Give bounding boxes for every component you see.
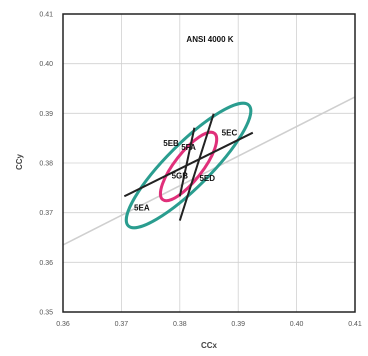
- bin-labels: 5EC 5EB 5EA 5FA 5GB 5ED: [134, 129, 237, 213]
- y-axis-label: CCy: [15, 153, 24, 170]
- y-tick-label: 0.35: [39, 310, 53, 317]
- x-tick-label: 0.36: [56, 321, 70, 328]
- ellipses: [124, 101, 253, 230]
- y-tick-label: 0.39: [39, 111, 53, 118]
- bin-label: 5GB: [172, 171, 189, 180]
- x-tick-label: 0.37: [115, 321, 129, 328]
- x-tick-label: 0.41: [348, 321, 362, 328]
- inner-ellipse: [158, 130, 219, 203]
- x-tick-label: 0.40: [290, 321, 304, 328]
- bin-label: 5EB: [163, 139, 179, 148]
- plot-frame: [62, 13, 356, 313]
- x-tick-label: 0.38: [173, 321, 187, 328]
- x-axis-label: CCx: [201, 341, 218, 350]
- grid: [63, 14, 355, 312]
- bin-label: 5FA: [181, 143, 196, 152]
- outer-ellipse: [124, 101, 253, 230]
- y-tick-label: 0.41: [39, 12, 53, 19]
- y-tick-label: 0.40: [39, 61, 53, 68]
- planckian-locus: [62, 96, 356, 246]
- y-tick-label: 0.36: [39, 260, 53, 267]
- x-tick-label: 0.39: [231, 321, 245, 328]
- bin-divider-line: [123, 131, 254, 198]
- bin-divider-line: [178, 113, 215, 221]
- y-tick-labels: 0.35 0.36 0.37 0.38 0.39 0.40 0.41: [39, 12, 53, 317]
- x-tick-labels: 0.36 0.37 0.38 0.39 0.40 0.41: [56, 321, 362, 328]
- bin-label: 5EA: [134, 204, 150, 213]
- bin-label: 5ED: [199, 174, 215, 183]
- planckian-locus-line: [62, 96, 356, 246]
- chart-title: ANSI 4000 K: [186, 35, 233, 44]
- y-tick-label: 0.38: [39, 161, 53, 168]
- bin-lines: [123, 113, 254, 221]
- bin-divider-line: [178, 127, 196, 197]
- bin-label: 5EC: [222, 129, 238, 138]
- y-tick-label: 0.37: [39, 210, 53, 217]
